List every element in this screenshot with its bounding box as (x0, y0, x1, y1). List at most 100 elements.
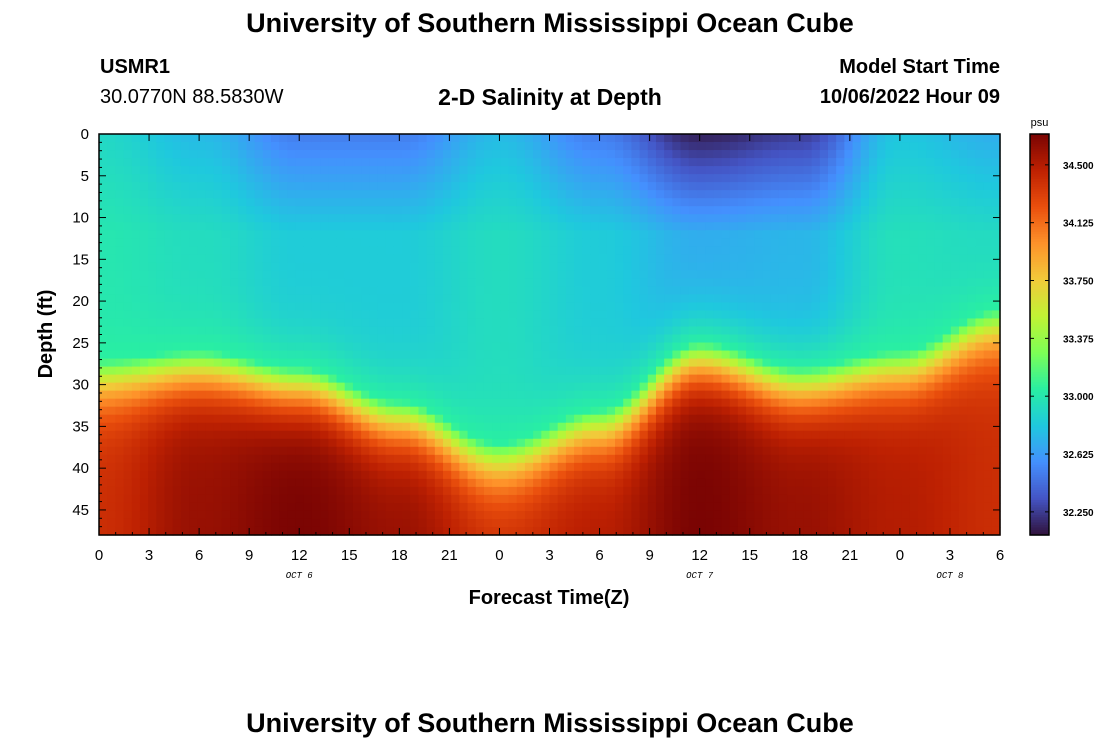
heatmap-cell (410, 382, 420, 392)
heatmap-cell (524, 326, 534, 336)
heatmap-cell (213, 366, 223, 376)
heatmap-cell (402, 382, 411, 392)
heatmap-cell (582, 438, 592, 448)
heatmap-cell (172, 206, 182, 215)
heatmap-cell (549, 382, 559, 392)
heatmap-cell (819, 174, 829, 183)
heatmap-cell (475, 142, 485, 151)
heatmap-cell (606, 398, 616, 408)
heatmap-cell (287, 294, 297, 304)
heatmap-cell (590, 134, 600, 143)
heatmap-cell (877, 142, 886, 151)
heatmap-cell (99, 462, 108, 472)
heatmap-cell (615, 358, 624, 368)
heatmap-cell (877, 342, 886, 352)
heatmap-cell (590, 374, 600, 384)
heatmap-cell (393, 374, 403, 384)
heatmap-cell (598, 446, 608, 456)
heatmap-cell (295, 382, 305, 392)
heatmap-cell (148, 374, 157, 384)
heatmap-cell (713, 518, 723, 528)
heatmap-cell (737, 398, 747, 408)
heatmap-cell (492, 182, 501, 191)
heatmap-cell (623, 278, 633, 287)
heatmap-cell (451, 286, 460, 295)
heatmap-cell (631, 230, 641, 239)
heatmap-cell (721, 390, 731, 400)
heatmap-cell (590, 462, 600, 472)
heatmap-cell (860, 270, 870, 279)
heatmap-cell (107, 494, 116, 504)
heatmap-cell (877, 526, 886, 536)
heatmap-cell (189, 462, 198, 472)
heatmap-cell (582, 198, 592, 207)
heatmap-cell (787, 470, 796, 480)
heatmap-cell (492, 398, 501, 408)
heatmap-cell (541, 414, 551, 424)
heatmap-cell (852, 462, 862, 472)
heatmap-cell (836, 486, 845, 496)
heatmap-cell (647, 182, 657, 191)
heatmap-cell (680, 406, 690, 416)
heatmap-cell (549, 390, 559, 400)
heatmap-cell (213, 238, 223, 247)
heatmap-cell (402, 174, 411, 183)
heatmap-cell (705, 350, 714, 360)
heatmap-cell (467, 382, 477, 392)
heatmap-cell (729, 214, 739, 223)
heatmap-cell (402, 238, 411, 247)
heatmap-cell (770, 254, 780, 263)
heatmap-cell (221, 526, 231, 536)
heatmap-cell (885, 310, 895, 320)
heatmap-cell (361, 374, 370, 384)
heatmap-cell (352, 446, 362, 456)
heatmap-cell (197, 462, 207, 472)
heatmap-cell (107, 310, 116, 320)
heatmap-cell (164, 182, 174, 191)
heatmap-cell (336, 526, 346, 536)
heatmap-cell (713, 502, 723, 512)
heatmap-cell (533, 382, 542, 392)
heatmap-cell (156, 510, 166, 520)
heatmap-cell (279, 246, 288, 255)
heatmap-cell (254, 238, 264, 247)
heatmap-cell (541, 190, 551, 199)
heatmap-cell (271, 486, 280, 496)
heatmap-cell (352, 478, 362, 488)
heatmap-cell (655, 390, 665, 400)
heatmap-cell (123, 294, 133, 304)
heatmap-cell (369, 422, 379, 432)
heatmap-cell (139, 278, 149, 287)
heatmap-cell (598, 326, 608, 336)
heatmap-cell (279, 270, 288, 279)
heatmap-cell (582, 398, 592, 408)
heatmap-cell (762, 206, 772, 215)
heatmap-cell (352, 334, 362, 344)
heatmap-cell (156, 262, 166, 271)
heatmap-cell (762, 294, 772, 304)
heatmap-cell (352, 286, 362, 295)
heatmap-cell (238, 422, 248, 432)
heatmap-cell (819, 294, 829, 304)
heatmap-cell (123, 254, 133, 263)
heatmap-cell (279, 206, 288, 215)
heatmap-cell (246, 278, 256, 287)
heatmap-cell (516, 294, 526, 304)
heatmap-cell (885, 166, 895, 175)
heatmap-cell (705, 446, 714, 456)
heatmap-cell (254, 334, 264, 344)
heatmap-cell (737, 390, 747, 400)
heatmap-cell (516, 342, 526, 352)
heatmap-cell (696, 278, 706, 287)
heatmap-cell (402, 142, 411, 151)
heatmap-cell (713, 270, 723, 279)
heatmap-cell (672, 206, 682, 215)
heatmap-cell (443, 238, 452, 247)
heatmap-cell (557, 278, 567, 287)
heatmap-cell (148, 390, 157, 400)
heatmap-cell (107, 462, 116, 472)
heatmap-cell (557, 334, 567, 344)
heatmap-cell (811, 406, 821, 416)
heatmap-cell (213, 158, 223, 167)
heatmap-cell (443, 454, 452, 464)
